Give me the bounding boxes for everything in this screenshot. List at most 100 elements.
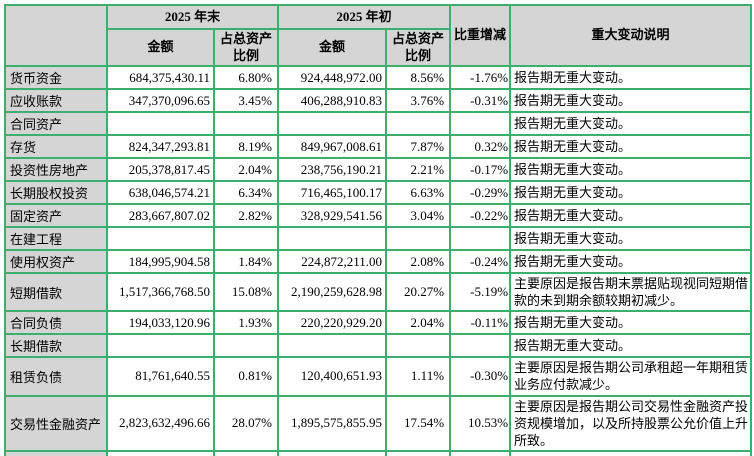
note-cell: 报告期无重大变动。 [509, 249, 753, 274]
note-cell [509, 450, 753, 456]
note-header: 重大变动说明 [509, 4, 753, 67]
begin-amount-cell: 1,895,575,855.95 [277, 394, 388, 453]
end-amount-cell [106, 333, 215, 359]
table-row: 短期借款 1,517,366,768.50 15.08% 2,190,259,6… [4, 271, 753, 313]
end-amount-cell: 347,370,096.65 [106, 88, 215, 113]
row-label: 交易性金融资产 [4, 394, 108, 453]
note-cell: 主要原因是报告期公司交易性金融资产投资规模增加，以及所持股票公允价值上升所致。 [509, 394, 753, 453]
end-ratio-cell [212, 226, 280, 251]
note-cell: 报告期无重大变动。 [509, 134, 753, 159]
begin-ratio-cell: 20.27% [385, 271, 452, 313]
begin-amount-cell: 924,448,972.00 [277, 65, 388, 90]
end-ratio-cell: 1.84% [212, 249, 280, 274]
change-cell [449, 111, 512, 136]
end-amount-cell [106, 226, 215, 251]
begin-ratio-cell: 3.76% [385, 88, 452, 113]
end-ratio-cell: 2.04% [212, 157, 280, 182]
end-ratio-cell [212, 450, 280, 456]
change-cell: -0.29% [449, 180, 512, 205]
begin-ratio-cell: 2.08% [385, 249, 452, 274]
change-cell [449, 226, 512, 251]
end-ratio-cell: 3.45% [212, 88, 280, 113]
end-amount-cell [106, 450, 215, 456]
note-cell: 报告期无重大变动。 [509, 226, 753, 251]
table-row: 固定资产 283,667,807.02 2.82% 328,929,541.56… [4, 203, 753, 228]
end-ratio-cell: 0.81% [212, 356, 280, 397]
begin-amount-cell [277, 226, 388, 251]
begin-amount-cell: 238,756,190.21 [277, 157, 388, 182]
begin-amount-cell: 716,465,100.17 [277, 180, 388, 205]
note-cell: 主要原因是报告期公司承租超一年期租赁业务应付款减少。 [509, 356, 753, 397]
change-cell: -0.30% [449, 356, 512, 397]
row-label: 存货 [4, 134, 108, 159]
begin-ratio-cell [385, 111, 452, 136]
begin-ratio-cell: 8.56% [385, 65, 452, 90]
change-header: 比重增减 [449, 4, 512, 67]
change-cell [449, 450, 512, 456]
corner-cell [4, 4, 108, 67]
row-label [4, 450, 108, 456]
end-ratio-cell: 28.07% [212, 394, 280, 453]
row-label: 租赁负债 [4, 356, 108, 397]
begin-ratio-cell: 2.04% [385, 310, 452, 336]
end-amount-cell: 81,761,640.55 [106, 356, 215, 397]
table-row: 租赁负债 81,761,640.55 0.81% 120,400,651.93 … [4, 356, 753, 397]
note-cell: 报告期无重大变动。 [509, 203, 753, 228]
note-cell: 主要原因是报告期末票据贴现视同短期借款的未到期余额较期初减少。 [509, 271, 753, 313]
end-amount-cell: 2,823,632,496.66 [106, 394, 215, 453]
row-label: 合同资产 [4, 111, 108, 136]
row-label: 固定资产 [4, 203, 108, 228]
begin-ratio-cell [385, 226, 452, 251]
begin-amount-cell [277, 333, 388, 359]
table-row: 合同资产 报告期无重大变动。 [4, 111, 753, 136]
change-cell: -5.19% [449, 271, 512, 313]
begin-amount-cell: 406,288,910.83 [277, 88, 388, 113]
row-label: 短期借款 [4, 271, 108, 313]
table-row: 应收账款 347,370,096.65 3.45% 406,288,910.83… [4, 88, 753, 113]
end-ratio-cell [212, 333, 280, 359]
end-ratio-cell: 15.08% [212, 271, 280, 313]
begin-ratio-cell: 1.11% [385, 356, 452, 397]
table-row: 在建工程 报告期无重大变动。 [4, 226, 753, 251]
begin-ratio-cell: 7.87% [385, 134, 452, 159]
begin-amount-cell: 2,190,259,628.98 [277, 271, 388, 313]
end-amount-cell: 638,046,574.21 [106, 180, 215, 205]
change-cell: -0.24% [449, 249, 512, 274]
begin-amount-cell: 220,220,929.20 [277, 310, 388, 336]
end-ratio-header: 占总资产比例 [212, 28, 280, 67]
begin-ratio-cell [385, 333, 452, 359]
row-label: 应收账款 [4, 88, 108, 113]
row-label: 货币资金 [4, 65, 108, 90]
change-cell: 0.32% [449, 134, 512, 159]
change-cell: -1.76% [449, 65, 512, 90]
note-cell: 报告期无重大变动。 [509, 333, 753, 359]
change-cell [449, 333, 512, 359]
end-ratio-cell: 8.19% [212, 134, 280, 159]
table-row: 存货 824,347,293.81 8.19% 849,967,008.61 7… [4, 134, 753, 159]
note-cell: 报告期无重大变动。 [509, 88, 753, 113]
end-ratio-cell: 1.93% [212, 310, 280, 336]
header-row-measures: 金额 占总资产比例 金额 占总资产比例 [5, 28, 751, 67]
end-ratio-cell [212, 111, 280, 136]
begin-amount-cell: 328,929,541.56 [277, 203, 388, 228]
end-amount-cell: 194,033,120.96 [106, 310, 215, 336]
table-row: 合同负债 194,033,120.96 1.93% 220,220,929.20… [4, 310, 753, 336]
period-end-header: 2025 年末 [105, 4, 280, 30]
table-row: 投资性房地产 205,378,817.45 2.04% 238,756,190.… [4, 157, 753, 182]
end-ratio-cell: 2.82% [212, 203, 280, 228]
end-ratio-cell: 6.80% [212, 65, 280, 90]
begin-ratio-cell: 6.63% [385, 180, 452, 205]
begin-ratio-cell [385, 450, 452, 456]
note-cell: 报告期无重大变动。 [509, 157, 753, 182]
note-cell: 报告期无重大变动。 [509, 310, 753, 336]
begin-amount-cell: 849,967,008.61 [277, 134, 388, 159]
table-row: 货币资金 684,375,430.11 6.80% 924,448,972.00… [4, 65, 753, 90]
table-row-partial [4, 450, 753, 456]
row-label: 合同负债 [4, 310, 108, 336]
change-cell: 10.53% [449, 394, 512, 453]
row-label: 长期股权投资 [4, 180, 108, 205]
note-cell: 报告期无重大变动。 [509, 180, 753, 205]
change-cell: -0.22% [449, 203, 512, 228]
end-amount-cell: 283,667,807.02 [106, 203, 215, 228]
